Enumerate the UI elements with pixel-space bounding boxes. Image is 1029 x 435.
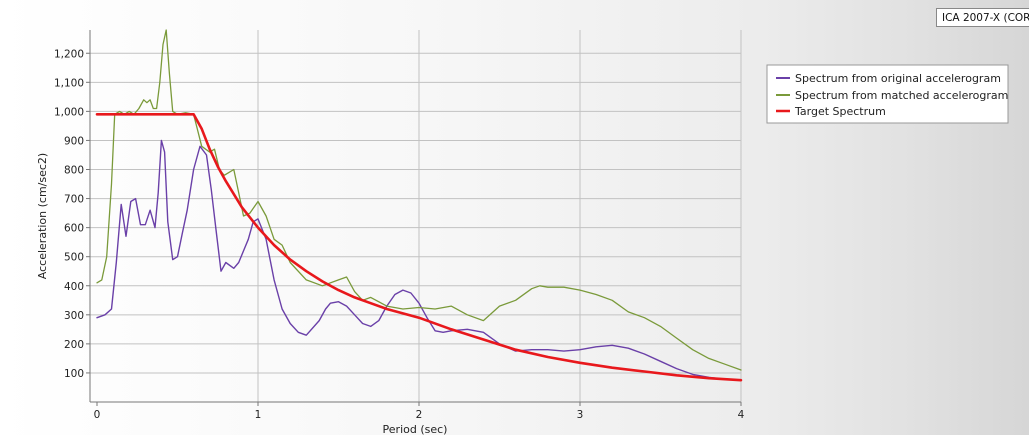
y-tick-label: 400 <box>64 281 84 293</box>
y-tick-label: 900 <box>64 135 84 147</box>
series-lines <box>95 29 743 382</box>
legend-label-matched: Spectrum from matched accelerogram <box>795 89 1008 102</box>
chart-caption-box: ICA 2007-X (CORR <box>936 8 1029 27</box>
legend: Spectrum from original accelerogram Spec… <box>766 64 1009 124</box>
legend-label-target: Target Spectrum <box>794 105 886 118</box>
y-tick-label: 1,000 <box>54 106 84 118</box>
y-tick-label: 300 <box>64 310 84 322</box>
x-tick-label: 1 <box>255 409 262 421</box>
grid-lines <box>86 30 742 406</box>
y-tick-labels: 100 200 300 400 500 600 700 800 900 1,000 1,100 1,2… <box>54 48 84 380</box>
x-tick-label: 4 <box>738 409 745 421</box>
x-tick-label: 3 <box>577 409 584 421</box>
series-line-target <box>95 113 743 382</box>
y-tick-label: 700 <box>64 194 84 206</box>
y-tick-label: 200 <box>64 339 84 351</box>
y-tick-label: 800 <box>64 165 84 177</box>
x-tick-label: 0 <box>94 409 101 421</box>
plot-area <box>90 30 741 402</box>
legend-box <box>766 64 1009 124</box>
y-axis-title: Acceleration (cm/sec2) <box>36 153 49 279</box>
x-axis-title: Period (sec) <box>383 423 448 435</box>
y-tick-label: 600 <box>64 223 84 235</box>
y-tick-label: 500 <box>64 252 84 264</box>
y-tick-label: 100 <box>64 368 84 380</box>
series-line-original <box>96 139 742 381</box>
x-tick-labels: 0 1 2 3 4 <box>94 409 745 421</box>
legend-label-original: Spectrum from original accelerogram <box>795 72 1001 85</box>
y-tick-label: 1,200 <box>54 48 84 60</box>
series-line-matched <box>96 29 742 371</box>
y-tick-label: 1,100 <box>54 77 84 89</box>
x-tick-label: 2 <box>416 409 423 421</box>
